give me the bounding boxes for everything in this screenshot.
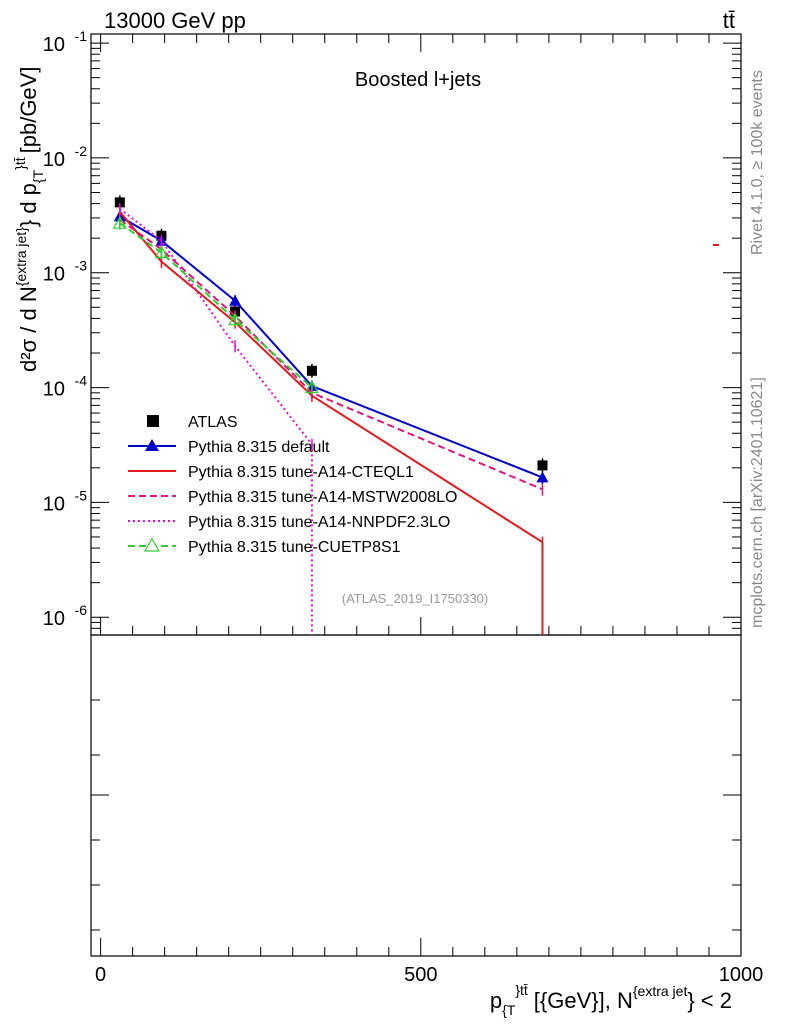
legend-label: Pythia 8.315 tune-A14-MSTW2008LO (188, 489, 457, 506)
y-axis-title-mid: } d p (16, 183, 41, 227)
y-axis-title-sub: {T (30, 169, 46, 183)
y-tick-label-exp: -5 (75, 487, 88, 503)
legend-label: Pythia 8.315 tune-CUETP8S1 (188, 539, 401, 556)
y-tick-label: 10 (43, 149, 65, 171)
series-marker (228, 312, 243, 326)
legend-marker-atlas (147, 415, 159, 427)
x-tick-label: 500 (404, 964, 437, 986)
legend-marker (145, 439, 159, 451)
y-axis-title-unit: [pb/GeV] (16, 67, 41, 154)
x-axis-title-end: } < 2 (687, 988, 732, 1013)
atlas-data-point (114, 197, 125, 208)
x-axis-title-sup2: {extra jet (633, 983, 688, 999)
legend-label: Pythia 8.315 default (188, 439, 330, 456)
x-axis-title-main: p (490, 988, 502, 1013)
legend: ATLAS Pythia 8.315 default Pythia 8.315 tu… (128, 414, 457, 556)
side-label-rivet: Rivet 4.1.0, ≥ 100k events (749, 70, 766, 255)
y-axis-title-main: d²σ / d N (16, 286, 41, 372)
y-tick-label-exp: -6 (75, 602, 88, 618)
analysis-id: (ATLAS_2019_I1750330) (342, 591, 488, 606)
y-tick-label-exp: -3 (75, 258, 88, 274)
header-energy: 13000 GeV pp (104, 8, 246, 33)
series-line (119, 218, 543, 491)
axis-ticks: 10 -1 10 -2 10 -3 10 -4 10 -5 10 -6 0 500 1000 (43, 28, 764, 986)
plot-label: Boosted l+jets (355, 69, 481, 91)
extra-marks (310, 244, 719, 635)
x-tick-label: 0 (95, 964, 106, 986)
series-line (119, 215, 543, 479)
y-tick-label: 10 (43, 379, 65, 401)
legend-marker (143, 537, 161, 552)
y-tick-label-exp: -1 (75, 28, 88, 44)
series-marker (112, 215, 127, 229)
x-tick-label: 1000 (719, 964, 764, 986)
series-line (119, 222, 313, 389)
x-axis-title-rest: [{GeV}], N (534, 988, 633, 1013)
series-line (119, 208, 313, 446)
legend-label: Pythia 8.315 tune-A14-CTEQL1 (188, 464, 414, 481)
y-tick-label: 10 (43, 608, 65, 630)
y-tick-label-exp: -2 (75, 143, 88, 159)
ratio-plot-frame (90, 634, 742, 957)
y-tick-label: 10 (43, 493, 65, 515)
series-marker (304, 380, 319, 394)
series-marker (154, 245, 169, 259)
header-process: tt̄ (723, 8, 735, 33)
side-label-mcplots: mcplots.cern.ch [arXiv:2401.10621] (749, 377, 766, 628)
y-tick-label-exp: -4 (75, 373, 88, 389)
y-axis-title-sup: {extra jet} (13, 227, 29, 286)
x-axis-title: p{T }tt̄ [{GeV}], N{extra jet} < 2 (490, 982, 732, 1018)
x-axis-title-sub: {T (502, 1002, 516, 1018)
legend-label: ATLAS (188, 414, 238, 431)
y-tick-label: 10 (43, 34, 65, 56)
y-axis-title-sup2: }tt̄ (12, 157, 28, 170)
series-marker (536, 471, 549, 483)
series-marker (229, 294, 242, 306)
y-tick-label: 10 (43, 264, 65, 286)
x-axis-title-sup: }tt̄ (515, 982, 528, 998)
atlas-data-point (537, 460, 548, 471)
atlas-data-point (306, 365, 317, 376)
y-axis-title: d²σ / d N{extra jet}} d p{T}tt̄ [pb/GeV] (12, 67, 46, 372)
legend-label: Pythia 8.315 tune-A14-NNPDF2.3LO (188, 514, 450, 531)
